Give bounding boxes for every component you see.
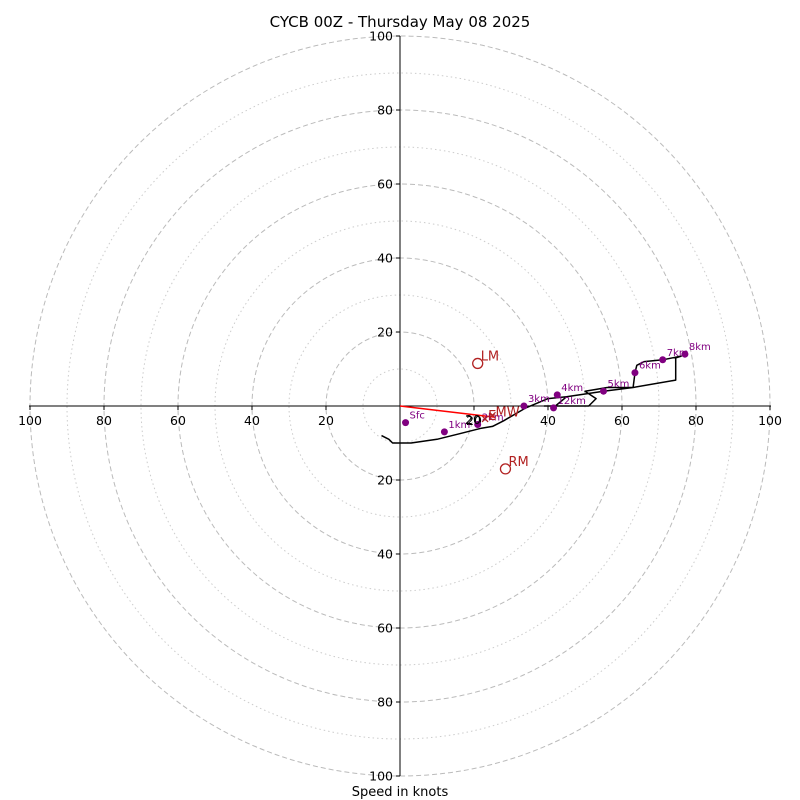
y-tick-label: 40 bbox=[377, 251, 393, 266]
x-tick-labels: 100 80 60 40 20 20 40 60 80 100 bbox=[18, 406, 782, 428]
height-point bbox=[550, 404, 558, 412]
y-tick-label: 100 bbox=[369, 29, 393, 44]
height-label: 4km bbox=[561, 383, 583, 394]
x-tick-label: 80 bbox=[688, 413, 704, 428]
height-label: 6km bbox=[639, 361, 661, 372]
height-point bbox=[659, 356, 667, 364]
y-tick-label: 40 bbox=[377, 547, 393, 562]
height-label: 5km bbox=[608, 379, 630, 390]
height-label: 1km bbox=[448, 420, 470, 431]
ring-label: 20 bbox=[465, 412, 481, 427]
marker-label: MW bbox=[496, 405, 520, 420]
storm-motion-markers: LM RM MWE bbox=[472, 349, 529, 475]
y-tick-label: 60 bbox=[377, 621, 393, 636]
shear-vector-line bbox=[399, 405, 495, 418]
x-tick-label: 100 bbox=[758, 413, 782, 428]
height-point bbox=[553, 391, 561, 399]
y-tick-label: 20 bbox=[377, 325, 393, 340]
x-tick-label: 100 bbox=[18, 413, 42, 428]
height-label: 3km bbox=[528, 394, 550, 405]
y-tick-label: 80 bbox=[377, 695, 393, 710]
x-tick-label: 40 bbox=[244, 413, 260, 428]
marker-label: E bbox=[488, 409, 496, 424]
storm-marker bbox=[499, 463, 512, 475]
height-point bbox=[600, 387, 607, 395]
height-label: 8km bbox=[689, 342, 711, 353]
height-label: 12km bbox=[558, 396, 586, 407]
chart-title: CYCB 00Z - Thursday May 08 2025 bbox=[270, 13, 531, 31]
storm-marker bbox=[472, 357, 484, 370]
height-label: Sfc bbox=[410, 411, 425, 422]
y-tick-label: 60 bbox=[377, 177, 393, 192]
x-tick-label: 40 bbox=[540, 413, 556, 428]
height-label: 7km bbox=[667, 348, 689, 359]
hodograph-line bbox=[381, 355, 682, 444]
x-tick-label: 20 bbox=[318, 413, 334, 428]
marker-cross bbox=[481, 415, 489, 423]
height-point bbox=[631, 369, 639, 377]
y-tick-label: 20 bbox=[377, 473, 393, 488]
x-tick-label: 80 bbox=[96, 413, 112, 428]
height-label: 2km bbox=[482, 413, 504, 424]
storm-marker-label: LM bbox=[481, 349, 499, 364]
height-point bbox=[681, 350, 689, 358]
height-point bbox=[520, 402, 528, 410]
y-tick-label: 80 bbox=[377, 103, 393, 118]
marker-cross bbox=[489, 411, 496, 419]
height-point bbox=[402, 419, 410, 427]
shear-vector bbox=[399, 405, 495, 418]
x-tick-label: 60 bbox=[614, 413, 630, 428]
hodograph-trace bbox=[381, 355, 682, 444]
y-tick-label: 100 bbox=[369, 769, 393, 784]
height-point bbox=[474, 421, 482, 428]
height-point bbox=[440, 428, 448, 436]
x-tick-label: 60 bbox=[170, 413, 186, 428]
x-axis-label: Speed in knots bbox=[352, 785, 449, 800]
storm-marker-label: RM bbox=[508, 455, 528, 470]
y-tick-labels: 100 80 60 40 20 20 40 60 80 100 bbox=[369, 29, 400, 784]
